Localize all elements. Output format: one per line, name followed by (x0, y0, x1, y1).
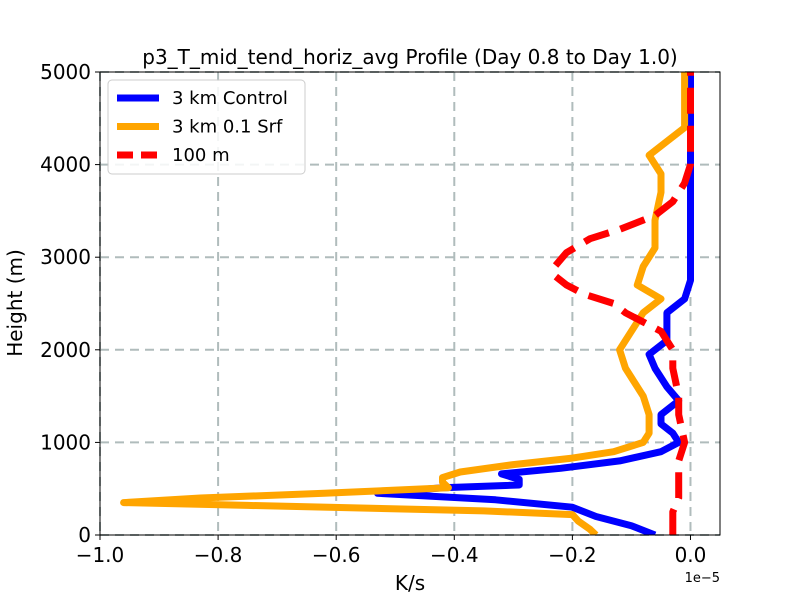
y-tick-label: 2000 (40, 338, 91, 362)
x-axis-label: K/s (395, 571, 425, 595)
axes-border (99, 71, 721, 536)
y-ticks: 0 1000 2000 3000 4000 5000 (40, 60, 100, 547)
legend-label: 3 km Control (172, 88, 288, 109)
legend-label: 3 km 0.1 Srf (172, 117, 283, 138)
x-tick-label: −0.4 (430, 543, 479, 567)
y-tick-label: 0 (78, 523, 91, 547)
y-tick-label: 3000 (40, 245, 91, 269)
x-ticks: −1.0 −0.8 −0.6 −0.4 −0.2 0.0 (76, 535, 707, 567)
x-tick-label: −0.2 (548, 543, 597, 567)
y-axis-label: Height (m) (3, 249, 27, 357)
series-line-3-km-control (374, 72, 694, 535)
x-tick-label: −0.8 (194, 543, 243, 567)
y-tick-label: 1000 (40, 430, 91, 454)
x-tick-label: −0.6 (312, 543, 361, 567)
x-tick-label: −1.0 (76, 543, 125, 567)
series-line-100-m (551, 72, 694, 535)
legend-label: 100 m (172, 145, 230, 166)
x-tick-label: 0.0 (675, 543, 707, 567)
legend-box (107, 79, 306, 175)
y-tick-label: 5000 (40, 60, 91, 84)
x-axis-offset-label: 1e−5 (685, 571, 720, 586)
axes-spines (99, 71, 721, 536)
series-line-3-km-0-1-srf (120, 72, 689, 535)
y-tick-label: 4000 (40, 153, 91, 177)
series-group (120, 72, 694, 535)
legend: 3 km Control 3 km 0.1 Srf 100 m (107, 79, 306, 175)
chart-title: p3_T_mid_tend_horiz_avg Profile (Day 0.8… (142, 45, 677, 69)
